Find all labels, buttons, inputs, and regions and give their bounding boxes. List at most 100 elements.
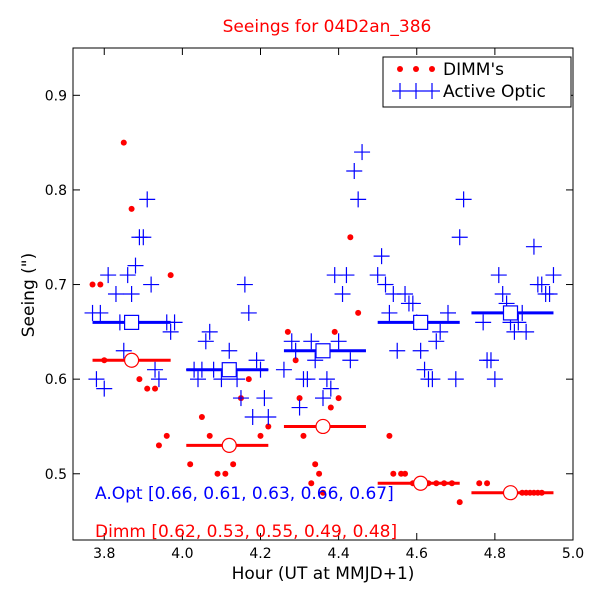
dimm-point <box>312 461 319 468</box>
x-tick-label: 4.0 <box>171 546 193 562</box>
aopt-point <box>377 276 394 293</box>
aopt-point <box>475 314 492 331</box>
dimm-point <box>265 423 272 430</box>
x-tick-label: 4.6 <box>406 546 428 562</box>
aopt-median-marker <box>123 314 140 330</box>
aopt-point <box>162 323 179 340</box>
dimm-point <box>128 205 135 212</box>
legend-label-dimm: DIMM's <box>443 60 504 80</box>
aopt-point <box>518 323 535 340</box>
legend-aopt-plus <box>424 83 440 99</box>
aopt-point <box>315 390 331 407</box>
aopt-point <box>291 399 308 416</box>
chart-title: Seeings for 04D2an_386 <box>223 17 432 37</box>
aopt-point <box>299 371 316 388</box>
legend-label-aopt: Active Optic <box>443 82 546 102</box>
aopt-point <box>373 248 390 265</box>
dimm-point <box>484 480 491 487</box>
dimm-point <box>347 234 354 241</box>
aopt-point <box>147 361 164 378</box>
legend-dimm-dot <box>413 66 419 72</box>
aopt-point <box>244 409 261 425</box>
annotation-aopt: A.Opt [0.66, 0.61, 0.63, 0.66, 0.67] <box>95 484 394 504</box>
x-tick-label: 5.0 <box>562 546 584 562</box>
x-axis-label: Hour (UT at MMJD+1) <box>232 564 415 584</box>
aopt-point <box>318 371 335 388</box>
dimm-median-marker <box>315 418 331 435</box>
aopt-point <box>490 267 507 284</box>
legend-markers <box>392 66 440 99</box>
dimm-point <box>300 432 307 439</box>
dimm-point <box>355 309 362 316</box>
aopt-point <box>123 286 140 302</box>
aopt-point <box>322 380 339 397</box>
y-tick-label: 0.8 <box>45 183 67 199</box>
y-tick-label: 0.5 <box>45 467 67 483</box>
aopt-point <box>330 333 347 350</box>
dimm-point <box>320 489 326 496</box>
aopt-point <box>354 144 371 161</box>
dimm-point <box>390 470 397 477</box>
dimm-point <box>187 461 194 468</box>
aopt-point <box>416 361 433 378</box>
aopt-point <box>334 286 351 302</box>
aopt-median-marker <box>413 314 429 330</box>
aopt-point <box>236 276 253 293</box>
dimm-point <box>327 404 334 411</box>
aopt-point <box>545 267 562 284</box>
dimm-point <box>257 432 264 439</box>
aopt-point <box>260 409 277 425</box>
aopt-point <box>275 361 292 378</box>
aopt-point <box>533 276 550 293</box>
y-tick-label: 0.9 <box>45 88 67 104</box>
aopt-point <box>342 352 359 369</box>
aopt-point <box>303 333 320 350</box>
dimm-median-marker <box>221 437 237 453</box>
aopt-point <box>338 267 355 284</box>
dimm-point <box>89 281 96 288</box>
aopt-point <box>307 352 324 369</box>
aopt-point <box>381 304 398 321</box>
dimm-point <box>386 432 393 439</box>
aopt-point <box>127 257 144 274</box>
dimm-point <box>245 376 252 383</box>
aopt-point <box>369 267 386 284</box>
legend-dimm-dot <box>397 66 403 72</box>
dimm-median-marker <box>502 485 519 501</box>
aopt-point <box>350 191 367 208</box>
aopt-median-marker <box>502 305 519 321</box>
x-tick-label: 4.2 <box>249 546 271 562</box>
y-tick-label: 0.7 <box>45 278 67 294</box>
aopt-point <box>432 323 449 340</box>
dimm-point <box>331 328 338 335</box>
aopt-point <box>404 295 421 312</box>
aopt-point <box>229 371 246 388</box>
legend-box <box>382 56 572 108</box>
aopt-point <box>201 323 218 340</box>
dimm-median-marker <box>123 352 140 368</box>
aopt-point <box>232 390 249 407</box>
annotation-dimm: Dimm [0.62, 0.53, 0.55, 0.49, 0.48] <box>95 522 397 542</box>
dimm-point <box>206 432 213 439</box>
aopt-point <box>88 371 105 388</box>
aopt-point <box>451 229 468 246</box>
aopt-point <box>248 352 265 369</box>
aopt-point <box>283 333 300 350</box>
aopt-point <box>428 333 445 350</box>
dimm-point <box>230 461 237 468</box>
plot-frame <box>72 47 574 541</box>
dimm-point <box>198 414 205 420</box>
dimm-point <box>308 480 315 487</box>
aopt-point <box>135 229 152 246</box>
aopt-point <box>486 371 503 388</box>
aopt-point <box>541 286 558 302</box>
aopt-median-marker <box>315 343 331 359</box>
axis-ticks: 3.8 4.0 4.2 4.4 4.6 4.8 5.0 0.5 0.6 0.7 0.8 0.9 <box>45 48 584 562</box>
aopt-point <box>190 371 206 388</box>
aopt-point <box>119 267 136 284</box>
aopt-point <box>447 371 464 388</box>
dimm-point <box>456 499 463 506</box>
aopt-point <box>455 191 472 208</box>
legend-aopt-plus <box>408 83 424 99</box>
